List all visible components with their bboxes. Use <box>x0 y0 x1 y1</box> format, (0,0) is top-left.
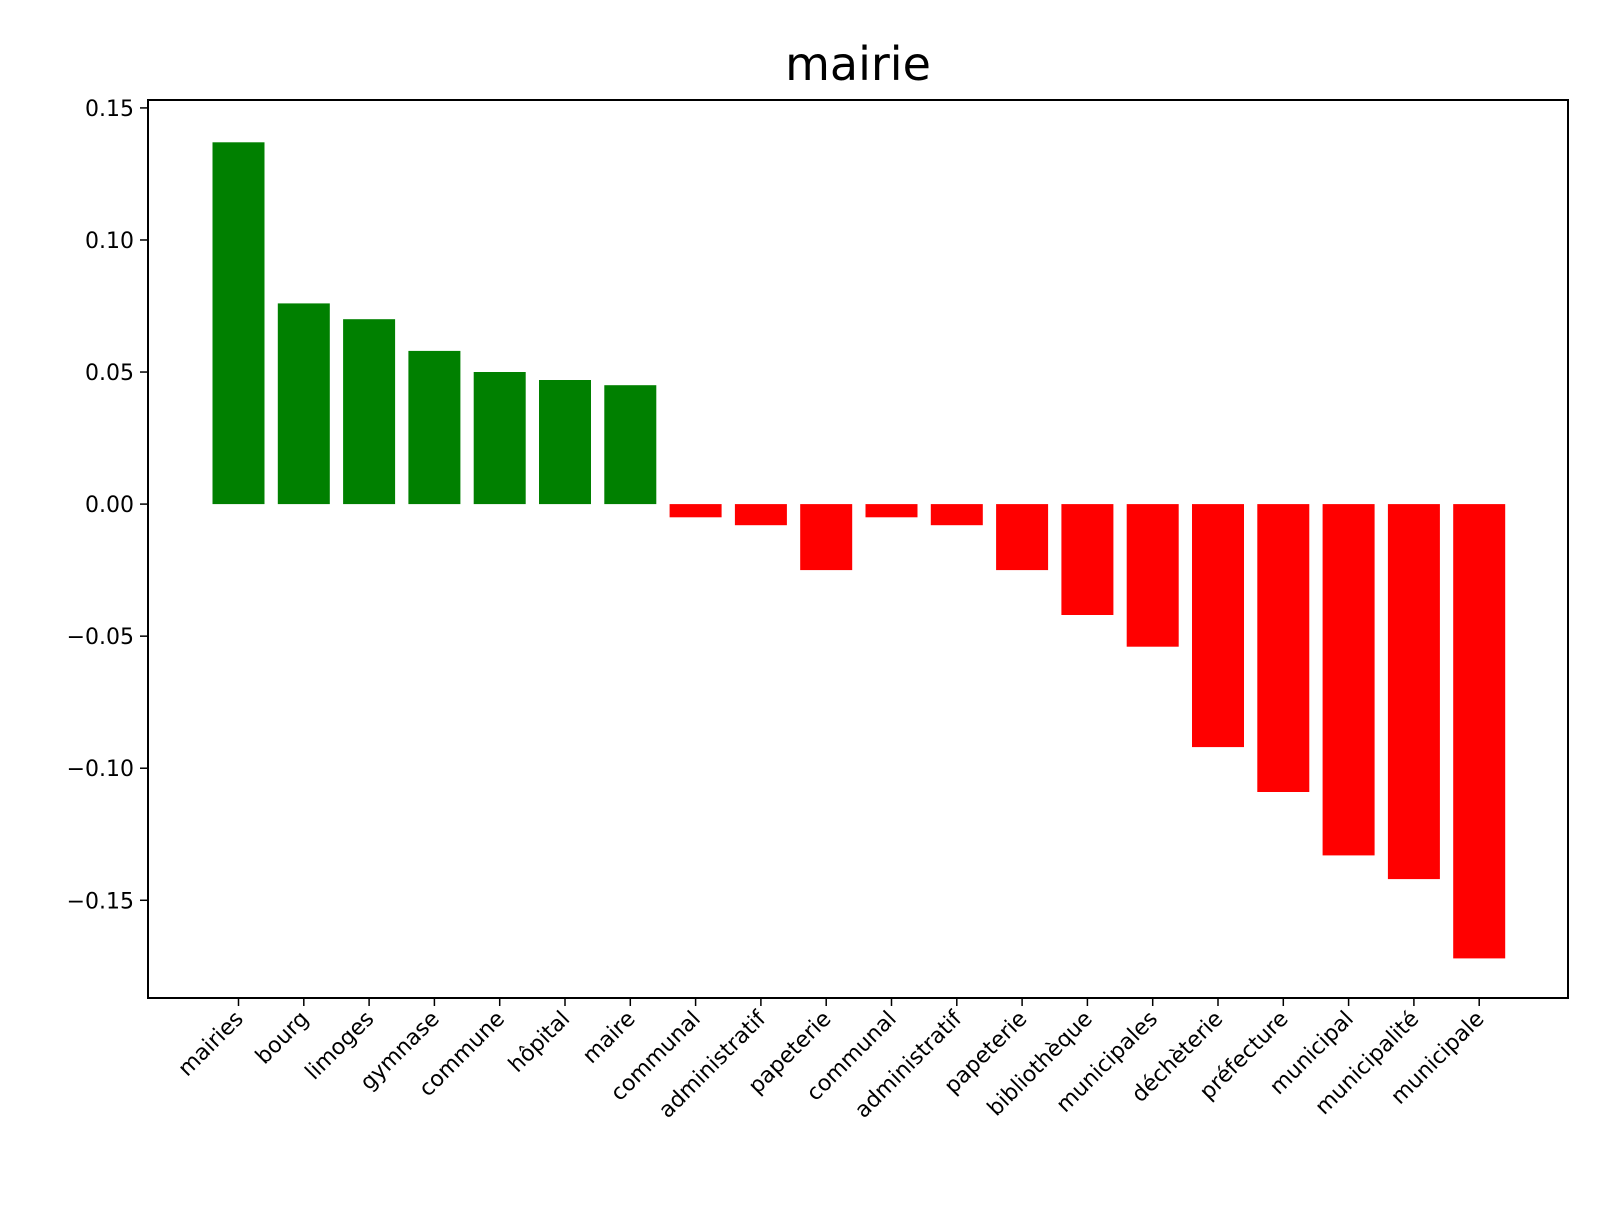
y-tick-label-6: −0.15 <box>67 889 134 914</box>
bar-13 <box>1061 504 1114 615</box>
y-tick-label-3: 0.00 <box>85 493 134 518</box>
bar-6 <box>604 385 657 505</box>
bar-11 <box>930 504 983 526</box>
bar-17 <box>1322 504 1375 856</box>
bar-3 <box>408 350 461 505</box>
bar-7 <box>669 504 722 518</box>
bar-8 <box>734 504 787 526</box>
plot-frame <box>147 99 1569 999</box>
bar-12 <box>996 504 1049 571</box>
y-tick-label-2: 0.05 <box>85 361 134 386</box>
bar-1 <box>277 303 330 505</box>
bar-5 <box>539 380 591 505</box>
bars-group <box>212 142 1506 959</box>
y-tick-label-5: −0.10 <box>67 757 134 782</box>
y-tick-label-4: −0.05 <box>67 625 134 650</box>
bar-15 <box>1192 504 1244 748</box>
bar-10 <box>865 504 918 518</box>
bar-16 <box>1257 504 1310 792</box>
bar-19 <box>1453 504 1506 959</box>
y-tick-label-1: 0.10 <box>85 229 134 254</box>
chart-title: mairie <box>785 37 931 91</box>
bar-18 <box>1387 504 1440 880</box>
bar-2 <box>343 319 396 505</box>
bar-0 <box>212 142 265 505</box>
bar-14 <box>1126 504 1179 647</box>
bar-4 <box>473 372 526 505</box>
y-axis: 0.15 0.10 0.05 0.00 −0.05 −0.10 −0.15 <box>67 97 148 914</box>
y-tick-label-0: 0.15 <box>85 97 134 122</box>
bar-9 <box>800 504 853 571</box>
